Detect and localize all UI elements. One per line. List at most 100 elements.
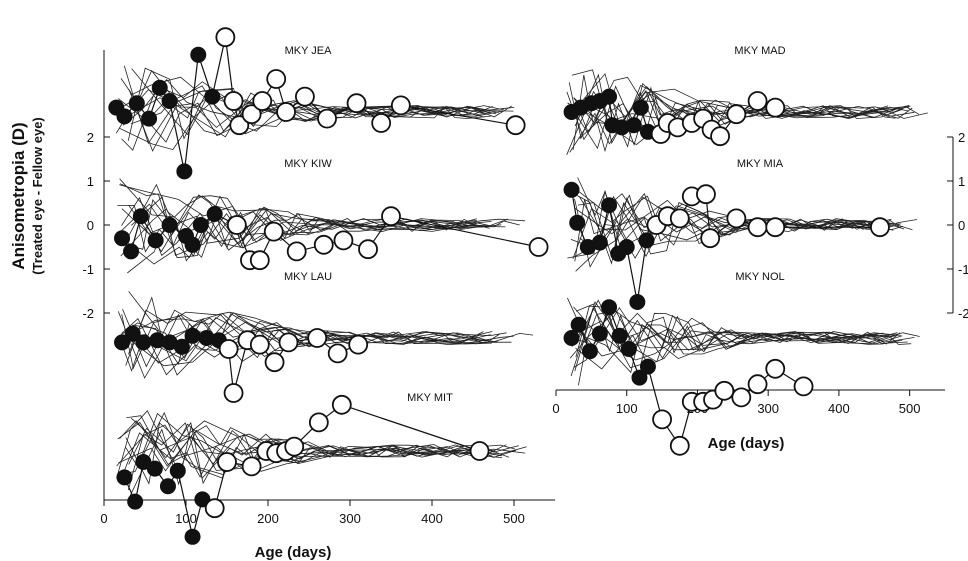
filled-point — [108, 99, 125, 116]
right-y-tick-label: 2 — [958, 130, 965, 145]
filled-point — [601, 299, 618, 316]
filled-point — [161, 93, 178, 109]
filled-point — [159, 478, 176, 495]
filled-point — [618, 239, 635, 255]
filled-point — [569, 214, 586, 231]
open-point — [696, 184, 716, 205]
trace-line — [128, 423, 516, 474]
open-point — [276, 102, 296, 122]
open-point — [765, 97, 786, 118]
open-point — [249, 334, 270, 355]
open-point — [317, 108, 337, 129]
open-point — [700, 228, 721, 249]
trace-line — [127, 67, 491, 141]
right-x-tick-label: 100 — [616, 401, 638, 416]
open-point — [358, 239, 378, 260]
open-point — [313, 234, 334, 255]
open-point — [747, 374, 768, 395]
panel-label: MKY MIT — [407, 392, 453, 404]
trace-line — [122, 308, 489, 368]
trace-line — [125, 420, 526, 485]
filled-point — [570, 316, 587, 333]
trace-line — [575, 303, 903, 354]
open-point — [284, 436, 305, 457]
filled-point — [620, 341, 637, 357]
y-tick-label: 0 — [87, 218, 94, 233]
filled-point — [127, 493, 144, 510]
open-point — [371, 113, 392, 133]
y-axis-label-line1: Anisometropia (D) — [9, 122, 28, 269]
open-point — [278, 332, 299, 353]
trace-line — [578, 315, 915, 386]
filled-point — [116, 469, 133, 486]
trace-line — [120, 322, 493, 362]
panel-label: MKY LAU — [284, 271, 332, 283]
filled-point — [114, 334, 131, 351]
left-x-tick-label: 100 — [175, 511, 197, 526]
open-point — [331, 394, 352, 415]
filled-point — [563, 181, 580, 198]
filled-point — [625, 117, 642, 134]
open-point — [469, 441, 490, 461]
right-y-tick-label: -1 — [958, 262, 968, 277]
trace-line — [577, 202, 892, 261]
open-point — [747, 91, 768, 111]
filled-point — [141, 110, 158, 127]
panel-label: MKY KIW — [284, 158, 332, 170]
filled-point — [135, 334, 152, 351]
open-point — [346, 93, 367, 114]
treated-animal-line — [115, 37, 516, 172]
filled-point — [206, 206, 223, 222]
filled-point — [184, 327, 201, 344]
open-point — [226, 215, 247, 235]
open-point — [217, 452, 237, 472]
open-point — [747, 217, 768, 238]
individual-trace-lines — [115, 37, 928, 537]
open-point — [726, 104, 747, 125]
open-point — [333, 230, 354, 251]
left-x-tick-label: 200 — [257, 511, 279, 526]
trace-line — [121, 196, 490, 257]
filled-point — [194, 491, 211, 508]
filled-point — [611, 327, 628, 344]
open-point — [390, 95, 411, 116]
filled-point — [114, 230, 131, 247]
trace-line — [570, 195, 887, 258]
filled-point — [601, 88, 618, 105]
trace-line — [574, 73, 910, 145]
open-point — [731, 387, 752, 408]
left-x-tick-label: 400 — [421, 511, 443, 526]
panel-label: MKY MAD — [734, 45, 785, 57]
open-point — [249, 250, 270, 271]
open-point — [252, 91, 273, 111]
axes: -2-1012-2-101201002003004005000100200300… — [82, 50, 968, 526]
filled-point — [146, 460, 163, 477]
right-x-tick-label: 300 — [757, 401, 779, 416]
open-point — [308, 412, 329, 433]
right-x-tick-label: 0 — [552, 401, 559, 416]
filled-point — [184, 528, 201, 545]
y-tick-label: -2 — [82, 306, 94, 321]
trace-line — [572, 195, 894, 259]
right-x-tick-label: 400 — [828, 401, 850, 416]
open-point — [223, 383, 244, 403]
open-point — [870, 217, 890, 238]
trace-line — [573, 306, 895, 355]
trace-line — [119, 93, 497, 151]
open-point — [204, 498, 225, 519]
trace-line — [575, 305, 884, 361]
trace-line — [571, 312, 903, 369]
right-y-tick-label: 1 — [958, 174, 965, 189]
filled-point — [151, 79, 168, 96]
open-point — [381, 206, 401, 227]
open-point — [307, 328, 328, 348]
open-point — [710, 126, 730, 147]
filled-point — [123, 243, 140, 260]
right-x-tick-label: 500 — [899, 401, 921, 416]
panel-label: MKY MIA — [737, 158, 784, 170]
open-point — [327, 343, 348, 364]
left-x-tick-label: 300 — [339, 511, 361, 526]
trace-line — [126, 415, 517, 465]
trace-line — [121, 208, 502, 262]
open-point — [714, 380, 735, 401]
